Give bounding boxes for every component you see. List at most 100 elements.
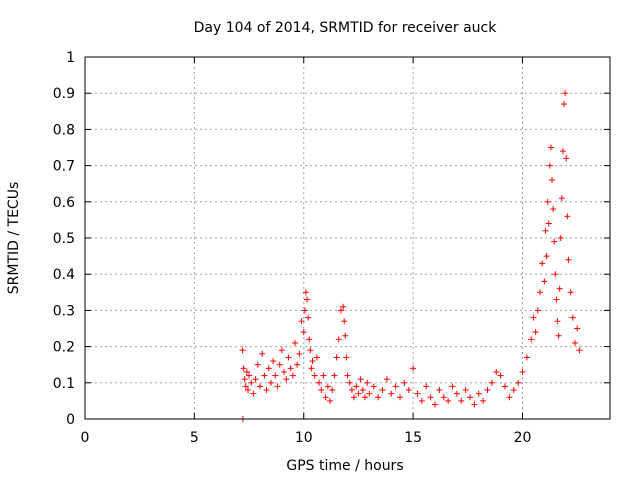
- data-point: [383, 376, 390, 383]
- y-tick-label: 0.6: [53, 195, 75, 211]
- data-point: [484, 387, 491, 394]
- data-point: [453, 390, 460, 397]
- data-point: [542, 227, 549, 234]
- data-point: [567, 289, 574, 296]
- data-point: [335, 336, 342, 343]
- data-point: [270, 358, 277, 365]
- data-point: [285, 354, 292, 361]
- data-point: [432, 401, 438, 408]
- x-axis-label: GPS time / hours: [286, 458, 403, 474]
- x-tick-label: 15: [404, 430, 422, 446]
- data-point: [259, 350, 266, 357]
- data-point: [250, 390, 257, 397]
- data-point: [563, 155, 570, 162]
- data-point: [344, 372, 351, 379]
- data-point: [278, 347, 285, 354]
- data-point: [346, 379, 353, 386]
- data-point: [375, 394, 382, 401]
- x-tick-label: 10: [295, 430, 313, 446]
- data-point: [554, 318, 561, 325]
- data-point: [449, 383, 456, 390]
- data-point: [564, 213, 571, 220]
- data-point: [292, 339, 298, 346]
- data-point: [427, 394, 434, 401]
- data-point: [544, 198, 551, 205]
- data-point: [289, 372, 296, 379]
- data-point: [357, 376, 364, 383]
- data-point: [370, 383, 377, 390]
- data-point: [355, 390, 362, 397]
- data-point: [364, 379, 371, 386]
- data-point: [342, 332, 349, 339]
- data-point: [556, 285, 563, 292]
- data-point: [353, 383, 360, 390]
- data-point: [574, 325, 581, 332]
- data-point: [287, 365, 294, 372]
- data-point: [272, 372, 279, 379]
- data-point: [475, 390, 482, 397]
- data-point: [324, 383, 331, 390]
- data-point: [467, 394, 473, 401]
- data-point: [559, 148, 566, 155]
- data-point: [545, 220, 552, 227]
- data-point: [392, 383, 399, 390]
- data-point: [418, 397, 425, 404]
- data-point: [532, 329, 539, 336]
- data-point: [534, 307, 541, 314]
- data-point: [410, 365, 417, 372]
- data-point: [257, 383, 263, 390]
- data-point: [555, 332, 562, 339]
- data-point: [243, 368, 250, 375]
- data-point: [569, 314, 576, 321]
- data-point: [313, 354, 320, 361]
- data-point: [537, 289, 543, 296]
- data-point: [333, 354, 340, 361]
- y-tick-label: 0.5: [53, 231, 75, 247]
- y-axis-label: SRMTID / TECUs: [6, 182, 22, 295]
- data-point: [471, 401, 478, 408]
- data-point: [274, 383, 281, 390]
- data-point: [519, 368, 526, 375]
- y-tick-label: 0: [66, 412, 75, 428]
- data-point: [276, 361, 283, 368]
- data-point: [423, 383, 430, 390]
- data-point: [379, 387, 386, 394]
- data-point: [337, 307, 344, 314]
- data-point: [340, 303, 347, 310]
- data-point: [300, 329, 307, 336]
- data-point: [359, 387, 366, 394]
- data-point: [246, 372, 253, 379]
- y-tick-label: 0.2: [53, 340, 75, 356]
- data-point: [341, 318, 348, 325]
- data-point: [351, 394, 358, 401]
- data-point: [506, 394, 513, 401]
- data-point: [414, 390, 421, 397]
- data-point: [547, 144, 554, 151]
- data-point: [550, 206, 557, 213]
- data-point: [311, 372, 318, 379]
- data-point: [497, 372, 504, 379]
- data-point: [331, 372, 338, 379]
- data-point: [267, 379, 274, 386]
- data-point: [480, 397, 487, 404]
- y-axis-ticks: 0 0.1 0.2 0.3 0.4 0.5 0.6 0.7 0.8 0.9 1: [53, 50, 610, 428]
- data-point: [366, 390, 373, 397]
- data-point: [263, 387, 270, 394]
- data-point: [572, 339, 578, 346]
- data-point: [488, 379, 495, 386]
- data-point: [397, 394, 403, 401]
- x-tick-label: 20: [514, 430, 532, 446]
- data-point: [306, 336, 313, 343]
- data-point: [436, 387, 443, 394]
- data-point: [551, 238, 558, 245]
- data-point: [557, 235, 564, 241]
- data-point: [241, 376, 248, 383]
- data-point: [240, 365, 247, 372]
- plot-frame: [84, 56, 611, 420]
- x-tick-label: 5: [190, 430, 199, 446]
- data-point: [265, 365, 272, 372]
- y-tick-label: 0.1: [53, 376, 75, 392]
- y-tick-label: 0.3: [53, 303, 75, 319]
